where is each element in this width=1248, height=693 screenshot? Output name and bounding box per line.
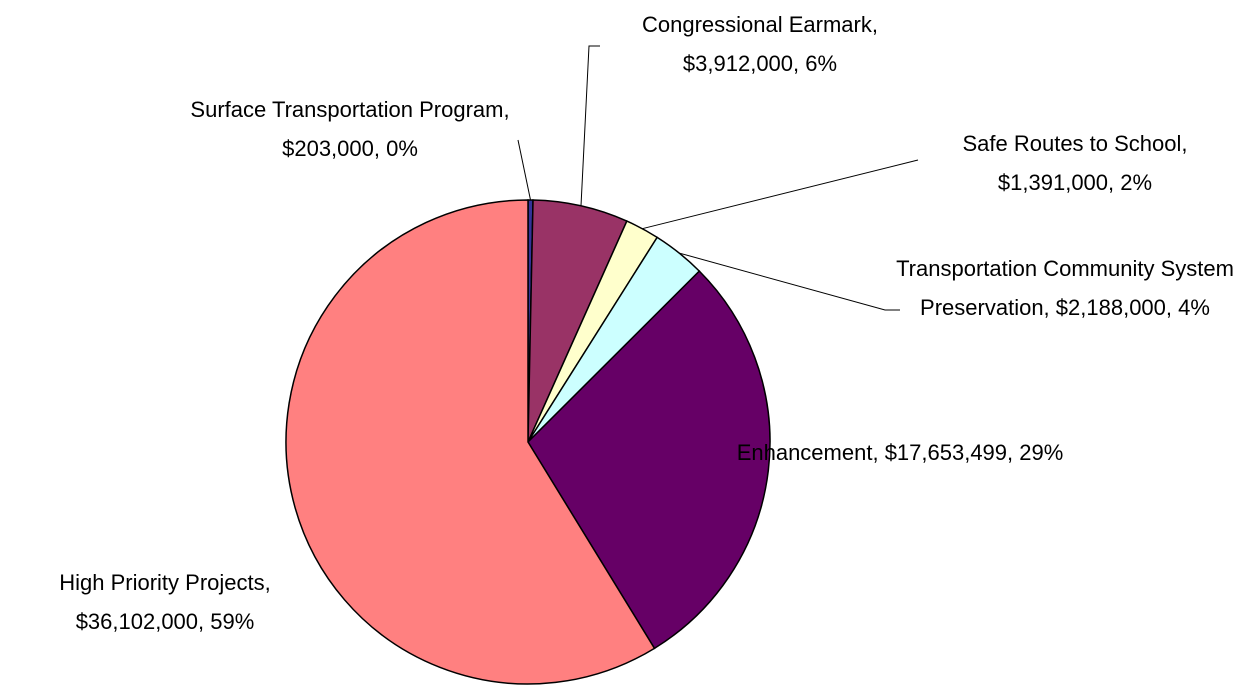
leader-line (517, 139, 532, 201)
pie-slice (527, 270, 771, 650)
value-label: $2,188,000, 4% (1055, 295, 1210, 320)
pie-slice (285, 199, 656, 685)
category-name: Congressional Earmark, (642, 12, 878, 37)
category-name: Enhancement, (736, 440, 879, 465)
slice-label: High Priority Projects, $36,102,000, 59% (0, 563, 330, 641)
value-label: $17,653,499, 29% (884, 440, 1064, 465)
value-label: $203,000, 0% (282, 136, 418, 161)
value-label: $36,102,000, 59% (75, 609, 255, 634)
category-name: Transportation Community System Preserva… (896, 256, 1234, 320)
slice-label: Safe Routes to School, $1,391,000, 2% (905, 124, 1245, 202)
category-name: Safe Routes to School, (962, 131, 1188, 156)
slice-label: Enhancement, $17,653,499, 29% (730, 433, 1070, 472)
leader-line (580, 45, 600, 206)
slice-label: Congressional Earmark, $3,912,000, 6% (590, 5, 930, 83)
leader-line (679, 252, 900, 311)
category-name: Surface Transportation Program, (190, 97, 510, 122)
value-label: $1,391,000, 2% (997, 170, 1153, 195)
leader-line (642, 159, 919, 230)
value-label: $3,912,000, 6% (682, 51, 838, 76)
slice-label: Surface Transportation Program, $203,000… (180, 90, 520, 168)
slice-label: Transportation Community System Preserva… (895, 249, 1235, 327)
category-name: High Priority Projects, (59, 570, 271, 595)
